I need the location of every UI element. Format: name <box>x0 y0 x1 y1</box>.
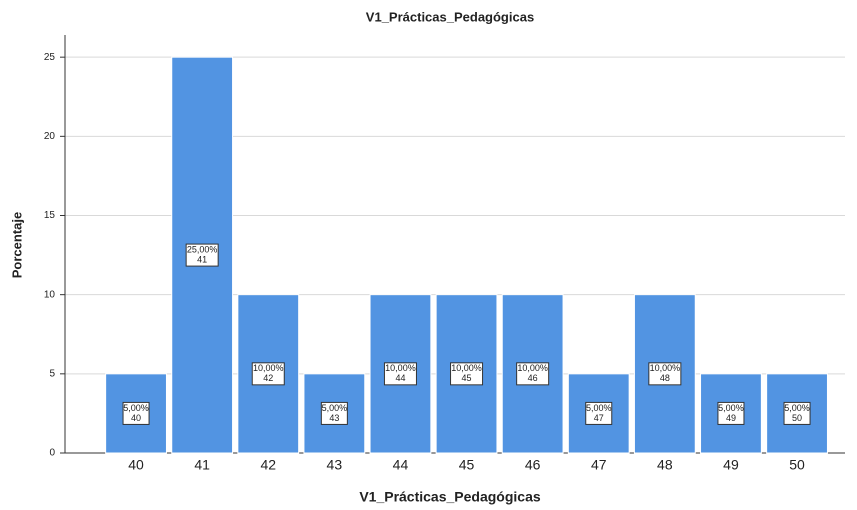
x-tick-label: 43 <box>327 457 343 473</box>
value-label-category: 41 <box>197 254 207 264</box>
value-label-box <box>717 401 745 425</box>
value-label-box <box>251 362 285 386</box>
y-tick-label: 15 <box>44 210 56 221</box>
x-tick-label: 47 <box>591 457 607 473</box>
x-tick-label: 41 <box>194 457 210 473</box>
value-label-category: 48 <box>660 373 670 383</box>
value-label-box <box>185 243 219 267</box>
x-tick-label: 49 <box>723 457 739 473</box>
value-label-category: 42 <box>263 373 273 383</box>
chart-title: V1_Prácticas_Pedagógicas <box>366 9 534 24</box>
x-tick-label: 48 <box>657 457 673 473</box>
value-label: 10,00% <box>650 363 681 373</box>
value-label: 10,00% <box>517 363 548 373</box>
bar <box>567 373 630 454</box>
value-label-category: 49 <box>726 413 736 423</box>
value-label: 25,00% <box>187 244 218 254</box>
value-label-category: 44 <box>395 373 405 383</box>
value-label: 5,00% <box>586 403 612 413</box>
value-label-category: 43 <box>329 413 339 423</box>
y-tick-label: 0 <box>49 448 55 459</box>
x-tick-label: 44 <box>393 457 409 473</box>
value-label-box <box>320 401 348 425</box>
value-label: 10,00% <box>253 363 284 373</box>
y-tick-label: 5 <box>49 368 55 379</box>
x-tick-label: 50 <box>789 457 805 473</box>
x-axis-label: V1_Prácticas_Pedagógicas <box>359 489 541 505</box>
value-label-box <box>585 401 613 425</box>
value-label-box <box>783 401 811 425</box>
y-tick-label: 10 <box>44 289 56 300</box>
y-tick-label: 25 <box>44 52 56 63</box>
x-tick-label: 42 <box>260 457 276 473</box>
value-label: 5,00% <box>123 403 149 413</box>
value-label-box <box>122 401 150 425</box>
x-tick-label: 40 <box>128 457 144 473</box>
y-tick-label: 20 <box>44 131 56 142</box>
x-tick-label: 45 <box>459 457 475 473</box>
value-label-box <box>648 362 682 386</box>
value-label-category: 47 <box>594 413 604 423</box>
value-label: 5,00% <box>322 403 348 413</box>
y-axis-label: Porcentaje <box>9 212 24 278</box>
value-label: 10,00% <box>385 363 416 373</box>
value-label: 5,00% <box>784 403 810 413</box>
value-label-box <box>383 362 417 386</box>
value-label: 10,00% <box>451 363 482 373</box>
x-tick-label: 46 <box>525 457 541 473</box>
value-label-box <box>450 362 484 386</box>
value-label-category: 46 <box>528 373 538 383</box>
value-label: 5,00% <box>718 403 744 413</box>
value-label-category: 40 <box>131 413 141 423</box>
value-label-category: 45 <box>462 373 472 383</box>
value-label-category: 50 <box>792 413 802 423</box>
value-label-box <box>516 362 550 386</box>
